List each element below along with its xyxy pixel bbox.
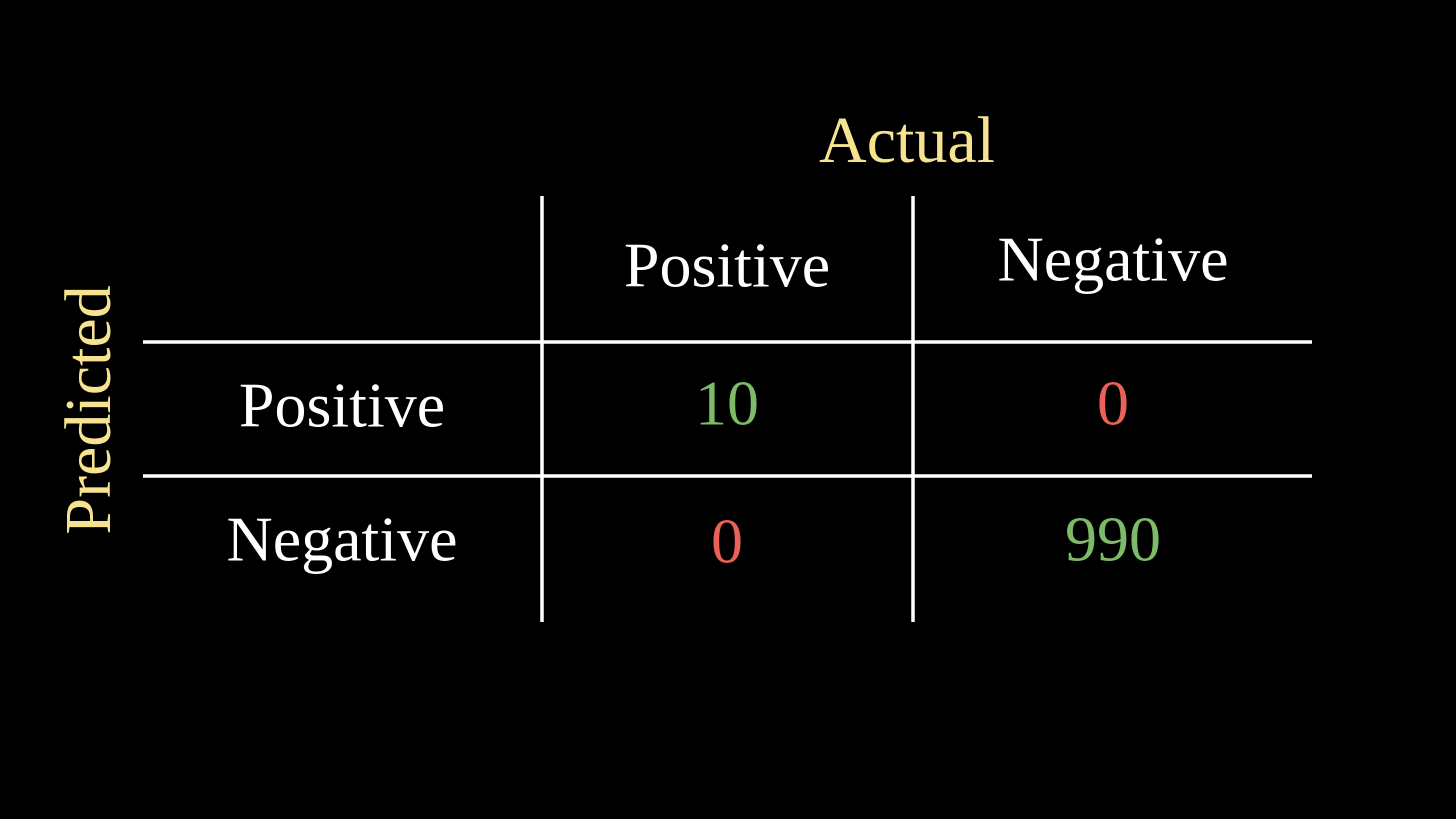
- cell-value: 0: [711, 506, 743, 577]
- column-header: Negative: [998, 224, 1229, 295]
- cell-value: 990: [1065, 504, 1161, 575]
- column-axis-title: Actual: [819, 104, 995, 177]
- row-header: Negative: [227, 504, 458, 575]
- row-axis-title: Predicted: [52, 285, 125, 534]
- row-header: Positive: [239, 370, 445, 441]
- column-header: Positive: [624, 230, 830, 301]
- cell-value: 10: [695, 368, 759, 439]
- cell-value: 0: [1097, 368, 1129, 439]
